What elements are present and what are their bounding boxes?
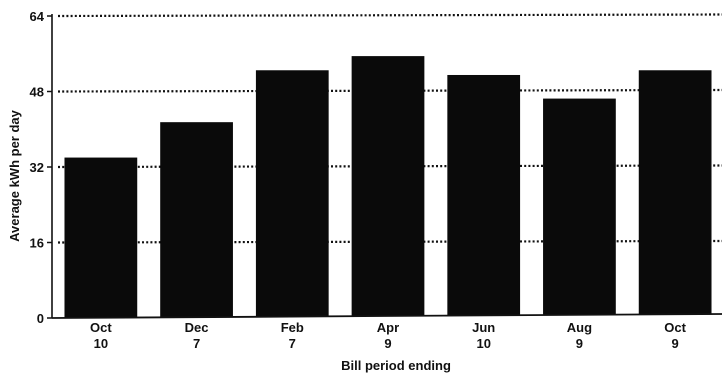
x-tick-label-day: 9 xyxy=(672,336,679,351)
bar-7 xyxy=(638,70,712,315)
bar-2 xyxy=(160,122,233,318)
bar-5 xyxy=(447,74,521,316)
bars xyxy=(64,56,712,318)
x-tick-label-month: Dec xyxy=(185,320,209,335)
axes xyxy=(51,14,723,319)
y-tick-labels: 0 16 32 48 64 xyxy=(30,9,52,326)
y-tick-label: 64 xyxy=(30,9,45,24)
x-tick-label-month: Oct xyxy=(664,320,686,335)
x-tick-label-day: 7 xyxy=(193,336,200,351)
x-tick-label-month: Feb xyxy=(281,320,304,335)
x-axis-line xyxy=(51,313,723,319)
x-tick-label-day: 10 xyxy=(94,336,108,351)
bar-4 xyxy=(351,56,425,317)
x-tick-label-day: 9 xyxy=(384,336,391,351)
x-tick-label-month: Oct xyxy=(90,320,112,335)
bar-3 xyxy=(255,70,329,317)
x-tick-label-day: 7 xyxy=(289,336,296,351)
x-tick-label-month: Aug xyxy=(567,320,592,335)
gridline-64 xyxy=(57,13,723,18)
bar-6 xyxy=(543,98,616,316)
y-tick-label: 32 xyxy=(30,160,44,175)
x-axis-title: Bill period ending xyxy=(341,358,451,373)
y-tick-label: 0 xyxy=(37,311,44,326)
y-tick-label: 16 xyxy=(30,236,44,251)
x-tick-label-day: 9 xyxy=(576,336,583,351)
x-tick-label-month: Jun xyxy=(472,320,495,335)
x-tick-label-month: Apr xyxy=(377,320,399,335)
y-axis-title: Average kWh per day xyxy=(7,109,22,242)
bar-1 xyxy=(64,157,138,318)
x-tick-label-day: 10 xyxy=(476,336,490,351)
y-tick-label: 48 xyxy=(30,85,44,100)
